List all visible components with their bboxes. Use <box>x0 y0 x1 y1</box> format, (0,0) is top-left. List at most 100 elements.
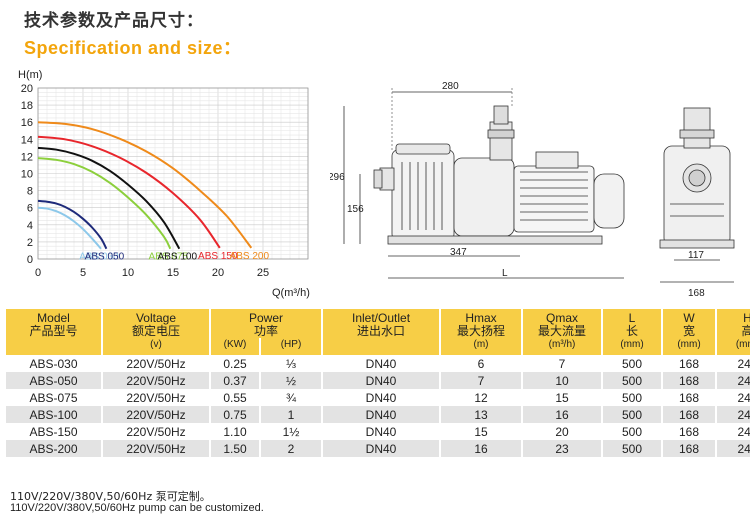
dim-length-l: L <box>502 268 508 279</box>
specification-table-body: ABS-030220V/50Hz0.25⅓DN4067500168245ABS-… <box>6 355 750 457</box>
specification-table: Model 产品型号 Voltage 额定电压 Power 功率 Inlet/Outl… <box>6 309 750 457</box>
x-tick-label: 25 <box>257 267 269 279</box>
y-tick-label: 12 <box>21 151 33 163</box>
dim-length-base: 347 <box>450 247 467 258</box>
table-cell: 168 <box>662 406 718 423</box>
footnote-chinese: 110V/220V/380V,50/60Hz 泵可定制。 <box>10 490 211 503</box>
pump-dimension-drawing: 280 296 156 347 L 117 168 <box>330 81 735 298</box>
y-tick-label: 8 <box>27 186 33 198</box>
table-cell: ABS-100 <box>6 406 103 423</box>
y-tick-label: 6 <box>27 203 33 215</box>
header-power: Power 功率 <box>210 309 324 338</box>
table-cell: 500 <box>602 423 664 440</box>
table-cell: 245 <box>716 355 750 372</box>
series-label: ABS 150 <box>198 251 238 262</box>
series-label: ABS 200 <box>230 251 270 262</box>
series-line-abs-150 <box>37 135 221 249</box>
table-cell: 500 <box>602 355 664 372</box>
table-cell: ½ <box>260 372 324 389</box>
y-tick-label: 16 <box>21 117 33 129</box>
table-cell: 220V/50Hz <box>102 423 211 440</box>
dim-width-top: 280 <box>442 81 459 92</box>
table-cell: DN40 <box>322 440 442 457</box>
table-cell: DN40 <box>322 406 442 423</box>
table-cell: 7 <box>440 372 524 389</box>
table-cell: 168 <box>662 423 718 440</box>
y-axis-label: H(m) <box>18 69 42 81</box>
table-cell: 220V/50Hz <box>102 406 211 423</box>
table-cell: 16 <box>440 440 524 457</box>
x-tick-label: 10 <box>122 267 134 279</box>
table-cell: DN40 <box>322 372 442 389</box>
unit-power-hp: (HP) <box>260 338 324 355</box>
series-line-abs-075 <box>37 157 172 250</box>
pump-front-view <box>659 107 735 283</box>
header-voltage: Voltage 额定电压 <box>102 309 211 338</box>
table-cell: 500 <box>602 372 664 389</box>
table-cell: 15 <box>440 423 524 440</box>
table-cell: 220V/50Hz <box>102 372 211 389</box>
table-cell: 500 <box>602 389 664 406</box>
plot-frame <box>37 87 309 260</box>
table-cell: 1.10 <box>210 423 261 440</box>
unit-voltage: (v) <box>102 338 211 355</box>
y-tick-label: 20 <box>21 83 33 95</box>
unit-qmax: (m³/h) <box>522 338 604 355</box>
series-line-abs-200 <box>37 121 253 249</box>
dim-front-base: 117 <box>688 250 704 261</box>
table-cell: 1½ <box>260 423 324 440</box>
series-label: ABS 030 <box>79 252 119 263</box>
table-cell: 168 <box>662 355 718 372</box>
table-cell: 245 <box>716 406 750 423</box>
table-cell: ¾ <box>260 389 324 406</box>
table-cell: 12 <box>440 389 524 406</box>
table-cell: 0.25 <box>210 355 261 372</box>
table-cell: 220V/50Hz <box>102 355 211 372</box>
table-cell: ABS-150 <box>6 423 103 440</box>
x-axis-label: Q(m³/h) <box>272 287 310 299</box>
table-cell: 1 <box>260 406 324 423</box>
table-cell: ABS-075 <box>6 389 103 406</box>
series-label: ABS 050 <box>85 252 125 263</box>
y-tick-label: 2 <box>27 237 33 249</box>
table-cell: 500 <box>602 440 664 457</box>
table-cell: 10 <box>522 372 604 389</box>
pump-side-view <box>343 88 625 279</box>
series-label: ABS 100 <box>158 252 198 263</box>
dim-height-total: 296 <box>330 172 345 183</box>
table-cell: 7 <box>522 355 604 372</box>
table-cell: 1.50 <box>210 440 261 457</box>
unit-length: (mm) <box>602 338 664 355</box>
table-cell: ABS-030 <box>6 355 103 372</box>
page-title-chinese: 技术参数及产品尺寸： <box>24 11 204 31</box>
table-cell: DN40 <box>322 355 442 372</box>
series-line-abs-050 <box>37 199 108 250</box>
table-cell: 0.75 <box>210 406 261 423</box>
dim-height-inlet: 156 <box>347 204 364 215</box>
table-cell: 0.37 <box>210 372 261 389</box>
chart-curves <box>37 121 253 250</box>
table-cell: 2 <box>260 440 324 457</box>
y-tick-label: 18 <box>21 100 33 112</box>
dim-front-width: 168 <box>688 288 705 298</box>
footnote-english: 110V/220V/380V,50/60Hz pump can be custo… <box>10 502 264 514</box>
y-tick-label: 0 <box>27 254 33 266</box>
x-tick-label: 15 <box>167 267 179 279</box>
table-cell: ABS-200 <box>6 440 103 457</box>
table-cell: 245 <box>716 440 750 457</box>
table-cell: 245 <box>716 372 750 389</box>
table-cell: DN40 <box>322 389 442 406</box>
x-tick-label: 20 <box>212 267 224 279</box>
table-cell: 0.55 <box>210 389 261 406</box>
table-cell: 168 <box>662 372 718 389</box>
series-line-abs-030 <box>37 206 102 250</box>
header-model: Model 产品型号 <box>6 309 103 338</box>
table-cell: 20 <box>522 423 604 440</box>
